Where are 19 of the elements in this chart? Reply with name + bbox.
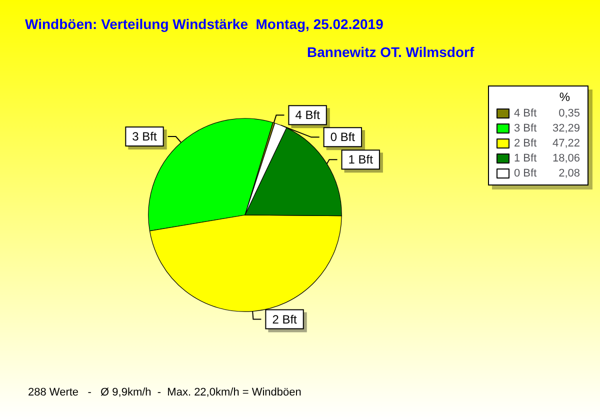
text: 288 Werte - Ø 9,9km/h - Max. 22,0km/h = Windböen xyxy=(28,386,302,398)
data-label: 2,08 xyxy=(558,168,580,180)
legend-label: 3 Bft xyxy=(514,122,537,134)
slice-label: 2 Bft xyxy=(272,312,298,326)
slice-label: 3 Bft xyxy=(132,130,158,144)
slice-label: 1 Bft xyxy=(348,152,374,167)
legend-label: 2 Bft xyxy=(514,138,537,150)
data-label: 32,29 xyxy=(552,122,580,134)
slice-label: 4 Bft xyxy=(295,108,321,122)
chart-subtitle: Bannewitz OT. Wilmsdorf xyxy=(307,44,474,60)
data-label: 47,22 xyxy=(552,138,580,150)
chart-title: Windböen: Verteilung Windstärke Montag, 25.02.2019 xyxy=(25,16,384,32)
legend-label: 0 Bft xyxy=(514,168,537,180)
legend-label: 1 Bft xyxy=(514,152,537,164)
legend-label: 4 Bft xyxy=(514,108,537,120)
data-label: 0,35 xyxy=(558,108,580,120)
slice-label: 0 Bft xyxy=(330,130,356,144)
legend-title: % xyxy=(559,90,570,104)
data-label: 18,06 xyxy=(552,152,580,164)
